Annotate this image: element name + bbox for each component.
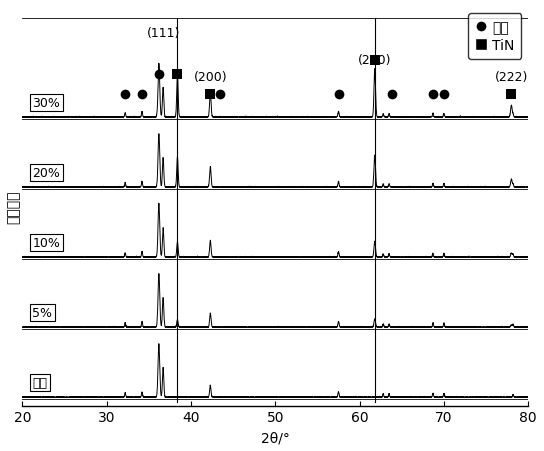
Text: 基底: 基底 [33, 376, 47, 389]
Text: 20%: 20% [33, 166, 60, 179]
Text: 30%: 30% [33, 97, 60, 110]
X-axis label: 2θ/°: 2θ/° [261, 430, 290, 444]
Legend: 基底, TiN: 基底, TiN [468, 14, 521, 60]
Text: 5%: 5% [33, 306, 52, 319]
Text: (200): (200) [194, 70, 227, 83]
Text: (220): (220) [358, 54, 392, 67]
Text: (111): (111) [147, 27, 181, 40]
Text: (222): (222) [494, 70, 528, 83]
Text: 10%: 10% [33, 236, 60, 249]
Y-axis label: 氮流量比: 氮流量比 [7, 189, 21, 223]
